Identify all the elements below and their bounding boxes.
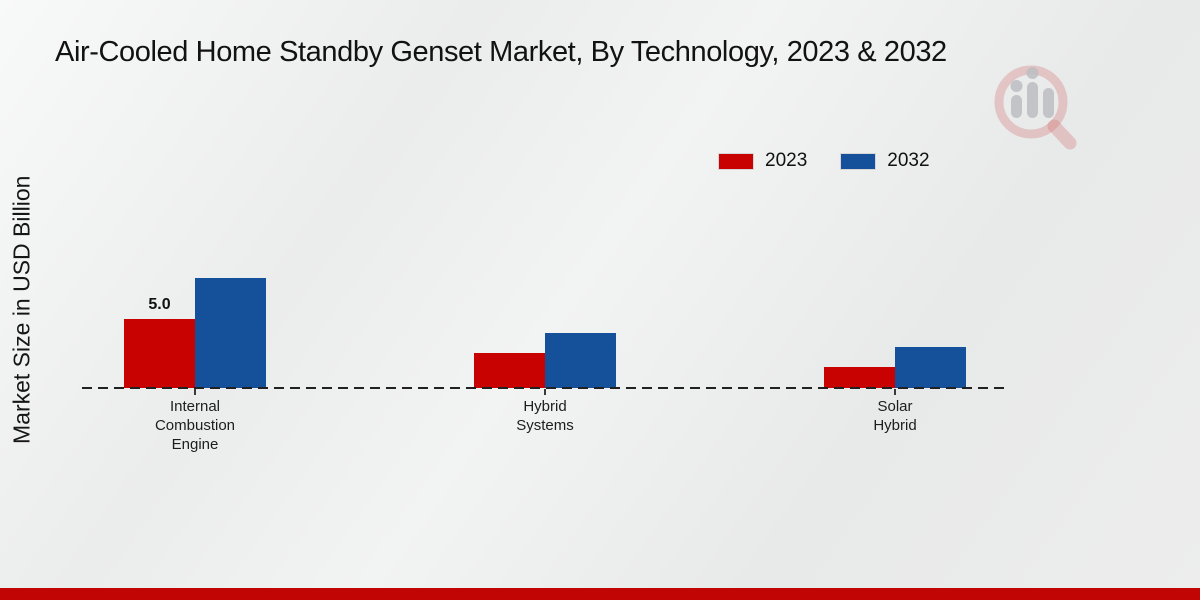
x-axis-tick xyxy=(194,389,196,395)
legend-label-2023: 2023 xyxy=(765,150,808,171)
legend-swatch-2023-icon xyxy=(718,152,754,170)
bar-2023-internal-combustion-engine xyxy=(124,319,195,388)
legend: 2023 2032 xyxy=(718,150,930,172)
category-label-internal-combustion-engine: Internal Combustion Engine xyxy=(154,398,236,453)
y-axis-label: Market Size in USD Billion xyxy=(8,175,35,445)
category-label-solar-hybrid: Solar Hybrid xyxy=(873,398,917,434)
footer-accent-bar xyxy=(0,588,1200,600)
bar-2023-solar-hybrid xyxy=(824,367,895,388)
magnifier-bar-chart-logo-icon xyxy=(994,65,1077,150)
bar-2032-solar-hybrid xyxy=(895,347,966,388)
legend-item-2023: 2023 xyxy=(718,150,807,172)
x-axis-baseline xyxy=(82,387,1007,389)
legend-label-2032: 2032 xyxy=(887,150,930,171)
x-axis-tick xyxy=(544,389,546,395)
bar-2032-hybrid-systems xyxy=(545,333,616,388)
chart-title: Air-Cooled Home Standby Genset Market, B… xyxy=(55,36,947,68)
x-axis-tick xyxy=(894,389,896,395)
bar-2032-internal-combustion-engine xyxy=(195,278,266,388)
legend-swatch-2032-icon xyxy=(840,152,877,170)
bar-2023-hybrid-systems xyxy=(474,353,545,388)
category-label-hybrid-systems: Hybrid Systems xyxy=(516,398,574,434)
bar-value-label: 5.0 xyxy=(148,296,171,313)
legend-item-2032: 2032 xyxy=(840,150,930,172)
